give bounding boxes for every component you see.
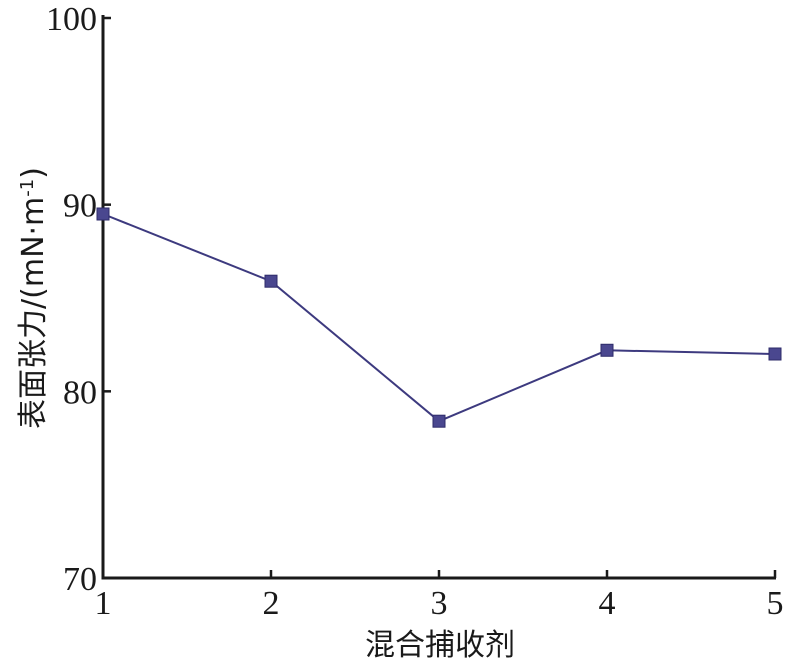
y-axis-title: 表面张力/(mN·m-1) [16,167,51,429]
y-axis-title-sup: -1 [17,179,38,197]
x-axis-ticks: 1 2 3 4 5 [95,570,784,622]
y-axis-title-main: 表面张力/(mN·m [16,197,51,429]
y-tick-label: 80 [63,374,97,411]
x-tick-label: 3 [431,585,448,622]
data-markers [96,207,782,428]
data-point-marker [264,274,278,288]
x-tick-label: 5 [767,585,784,622]
x-tick-label: 2 [263,585,280,622]
y-axis-title-group: 表面张力/(mN·m-1) [16,167,51,429]
x-tick-label: 4 [599,585,616,622]
x-tick-label: 1 [95,585,112,622]
y-tick-label: 70 [63,561,97,598]
data-point-marker [432,414,446,428]
data-point-marker [96,207,110,221]
data-point-marker [768,347,782,361]
y-tick-label: 100 [46,1,97,38]
x-axis-title: 混合捕收剂 [365,628,515,663]
series-line [102,213,776,423]
y-axis-ticks: 70 80 90 100 [46,1,111,598]
y-tick-label: 90 [63,188,97,225]
y-axis-title-close: ) [16,167,51,179]
data-point-marker [600,343,614,357]
